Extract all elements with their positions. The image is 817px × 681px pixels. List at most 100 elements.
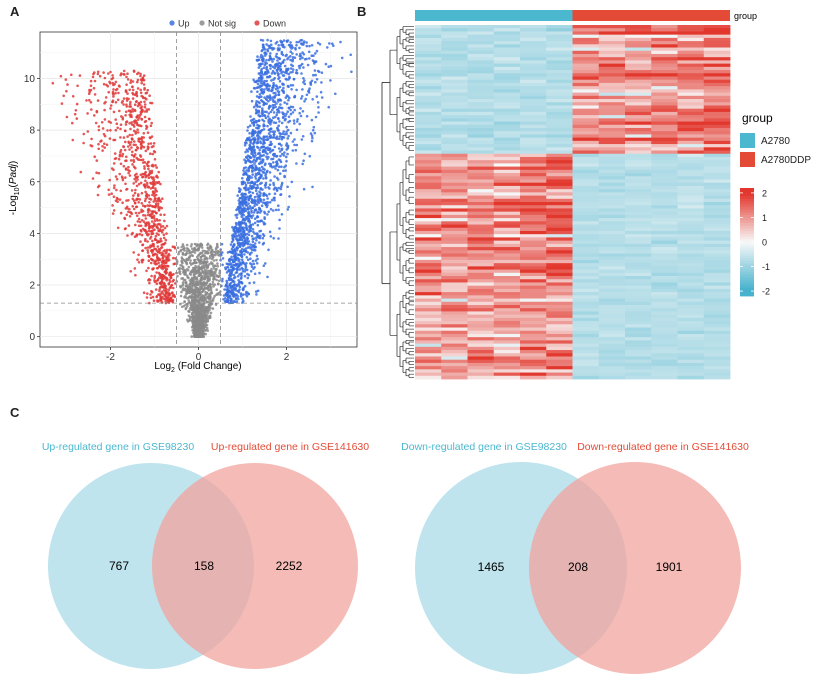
heatmap-cell	[598, 144, 626, 148]
volcano-point-up	[256, 137, 260, 140]
volcano-point-up	[259, 187, 263, 191]
volcano-point-up	[227, 269, 231, 273]
volcano-point-notsig	[187, 257, 190, 260]
volcano-point-up	[277, 204, 280, 207]
heatmap-cell	[415, 53, 442, 58]
heatmap-cell	[493, 89, 521, 93]
volcano-point-notsig	[184, 281, 187, 285]
volcano-point-up	[276, 168, 280, 172]
volcano-point-up	[298, 111, 302, 115]
volcano-point-up	[242, 221, 246, 225]
volcano-point-up	[253, 138, 257, 141]
volcano-point-down	[143, 120, 147, 124]
volcano-point-up	[230, 255, 233, 259]
heatmap-cell	[703, 50, 731, 55]
volcano-point-up	[236, 262, 240, 266]
heatmap-cell	[441, 118, 468, 122]
volcano-point-notsig	[194, 299, 197, 302]
volcano-point-up	[315, 78, 319, 81]
volcano-point-down	[158, 240, 161, 243]
volcano-point-down	[97, 142, 100, 146]
volcano-point-down	[164, 252, 168, 255]
volcano-point-up	[270, 58, 273, 61]
volcano-point-up	[239, 242, 242, 245]
heatmap-cell	[677, 60, 705, 65]
volcano-point-up	[286, 128, 290, 132]
volcano-point-down	[60, 102, 64, 105]
heatmap-cell	[598, 127, 626, 132]
heatmap-cell	[520, 111, 547, 116]
volcano-point-up	[283, 174, 286, 178]
volcano-point-up	[243, 186, 247, 189]
volcano-point-up	[287, 205, 290, 209]
heatmap-cell	[572, 134, 600, 139]
volcano-point-notsig	[195, 277, 198, 281]
heatmap-cell	[598, 95, 626, 100]
volcano-point-up	[308, 57, 311, 60]
volcano-point-up	[255, 86, 259, 89]
volcano-point-up	[277, 129, 281, 132]
volcano-point-up	[252, 117, 256, 121]
heatmap-cell	[441, 76, 468, 81]
volcano-point-up	[258, 101, 261, 105]
volcano-point-notsig	[204, 323, 207, 327]
volcano-point-up	[282, 89, 285, 93]
volcano-point-up	[253, 221, 257, 225]
volcano-point-up	[299, 107, 302, 110]
volcano-point-notsig	[212, 297, 215, 300]
volcano-point-notsig	[212, 253, 215, 257]
heatmap-cell	[493, 82, 521, 87]
volcano-point-up	[258, 197, 262, 200]
volcano-point-up	[301, 88, 304, 91]
heatmap-cell	[520, 57, 547, 61]
volcano-point-notsig	[199, 255, 203, 259]
volcano-point-notsig	[185, 251, 188, 255]
volcano-point-down	[88, 98, 91, 102]
volcano-point-down	[128, 207, 131, 211]
volcano-point-up	[240, 182, 244, 186]
volcano-point-notsig	[207, 284, 211, 288]
volcano-point-notsig	[212, 259, 216, 262]
volcano-point-notsig	[185, 243, 189, 247]
heatmap-cell	[415, 70, 442, 74]
volcano-point-down	[163, 226, 167, 230]
volcano-point-up	[248, 204, 252, 208]
heatmap-cell	[546, 86, 573, 90]
volcano-point-up	[279, 106, 283, 110]
heatmap-cell	[415, 28, 442, 32]
volcano-point-up	[275, 164, 278, 168]
volcano-point-down	[128, 102, 132, 106]
volcano-point-up	[270, 89, 274, 92]
volcano-point-up	[300, 62, 304, 66]
volcano-point-up	[248, 132, 251, 135]
heatmap-cell	[415, 140, 442, 145]
volcano-point-down	[156, 197, 160, 201]
volcano-point-down	[145, 91, 149, 95]
volcano-point-down	[165, 232, 168, 235]
heatmap-cell	[598, 66, 626, 71]
heatmap-cell	[625, 99, 652, 103]
volcano-point-notsig	[200, 334, 203, 337]
volcano-point-up	[275, 160, 278, 164]
volcano-point-up	[281, 70, 285, 74]
volcano-point-down	[172, 278, 175, 282]
heatmap-cell	[415, 79, 442, 84]
volcano-point-notsig	[201, 304, 205, 307]
volcano-point-up	[239, 250, 242, 253]
heatmap-cell	[520, 79, 547, 84]
volcano-point-up	[240, 215, 243, 219]
heatmap-cell	[572, 111, 600, 116]
heatmap-cell	[546, 127, 573, 132]
heatmap-row-dendrogram	[381, 26, 414, 378]
heatmap-cell	[546, 105, 573, 110]
heatmap-cell	[415, 34, 442, 39]
heatmap-cell	[572, 140, 600, 145]
volcano-point-up	[279, 62, 283, 65]
volcano-point-up	[269, 207, 273, 211]
heatmap-cell	[598, 99, 626, 103]
heatmap-cell	[625, 127, 652, 132]
volcano-point-down	[137, 137, 140, 141]
volcano-point-down	[150, 101, 154, 105]
volcano-point-down	[103, 146, 106, 149]
volcano-point-down	[116, 200, 119, 203]
